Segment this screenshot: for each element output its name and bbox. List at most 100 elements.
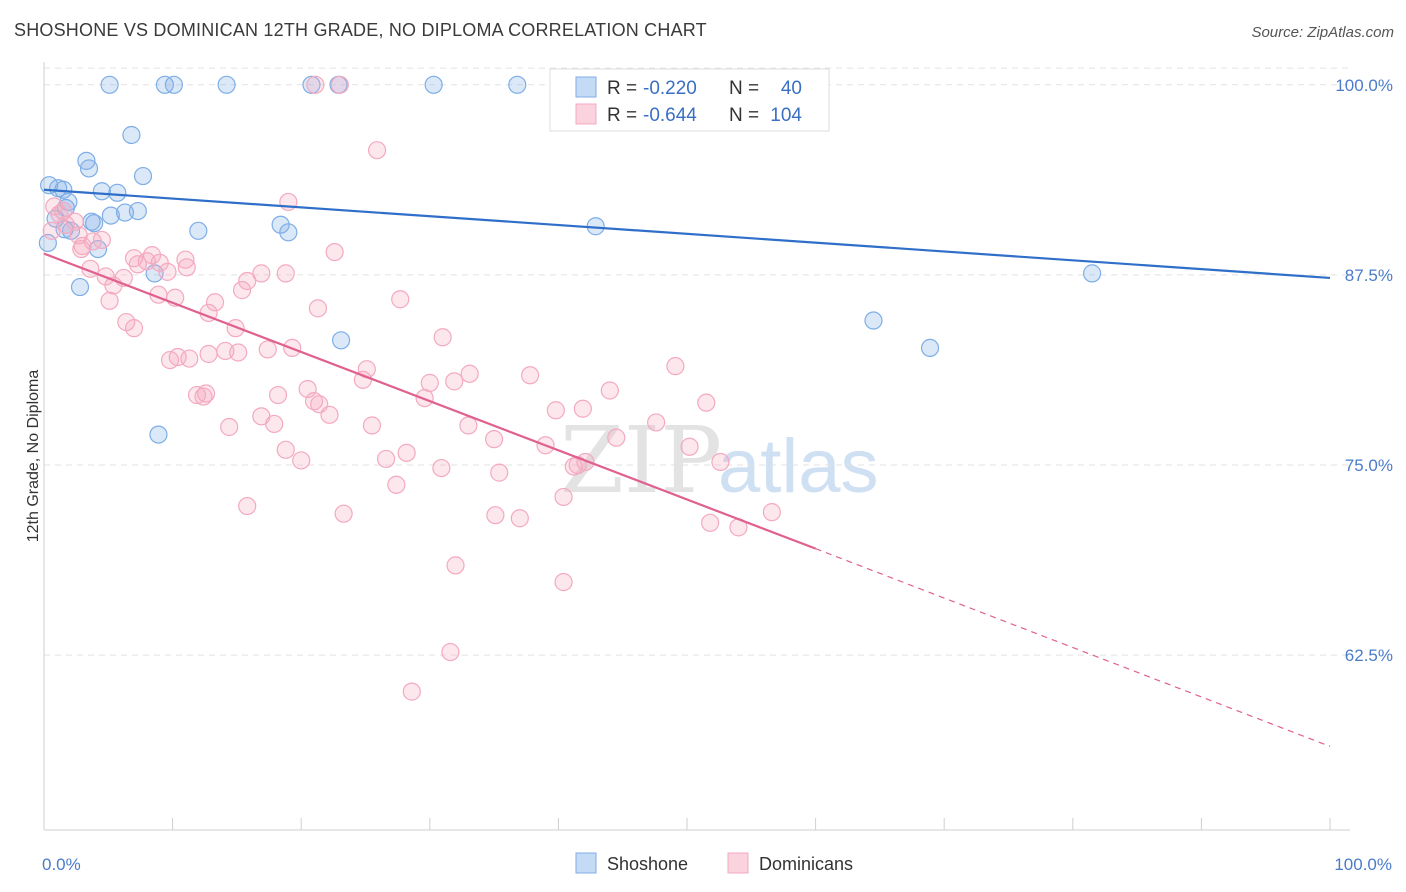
- dominicans-point: [304, 392, 324, 411]
- dominicans-point: [220, 417, 239, 437]
- shoshone-point: [279, 223, 298, 242]
- dominicans-point: [697, 393, 716, 412]
- dominicans-point: [176, 250, 195, 269]
- legend-n-value-dominicans: 104: [770, 105, 802, 126]
- bottom-legend-swatch-shoshone: [575, 852, 597, 874]
- dominicans-point: [510, 509, 529, 528]
- dominicans-point: [485, 430, 504, 449]
- dominicans-point: [306, 75, 325, 94]
- dominicans-point: [554, 487, 573, 507]
- shoshone-point: [164, 75, 183, 94]
- shoshone-point: [864, 311, 883, 330]
- dominicans-point: [180, 349, 199, 368]
- y-axis-label: 12th Grade, No Diploma: [25, 370, 42, 543]
- shoshone-point: [149, 425, 168, 444]
- x-tick-labels: 0.0% 100.0%: [42, 855, 1392, 874]
- shoshone-point: [508, 75, 527, 94]
- dominicans-point: [308, 299, 328, 318]
- dominicans-point: [199, 344, 218, 364]
- dominicans-point: [402, 682, 421, 701]
- dominicans-point: [420, 373, 439, 392]
- legend-r-label-shoshone: R =: [607, 78, 637, 99]
- legend-swatch-shoshone: [575, 76, 597, 98]
- dominicans-point: [325, 242, 344, 262]
- dominicans-point: [276, 264, 295, 283]
- dominicans-point: [265, 414, 284, 434]
- dominicans-point: [647, 413, 666, 432]
- legend-r-value-dominicans: -0.644: [643, 105, 697, 126]
- legend-n-label-shoshone: N =: [729, 78, 759, 99]
- legend-r-label-dominicans: R =: [607, 105, 637, 126]
- dominicans-point: [232, 281, 252, 300]
- dominicans-point: [196, 384, 216, 403]
- dominicans-point: [573, 399, 592, 418]
- legend-r-value-shoshone: -0.220: [643, 78, 697, 99]
- shoshone-point: [271, 215, 290, 234]
- y-tick-labels: 100.0% 87.5% 75.0% 62.5%: [1335, 76, 1393, 665]
- series-shoshone: [38, 75, 1102, 444]
- dominicans-point: [445, 372, 464, 391]
- dominicans-point: [158, 262, 177, 281]
- dominicans-point: [367, 141, 387, 160]
- dominicans-point: [229, 343, 248, 362]
- dominicans-point: [607, 428, 626, 447]
- shoshone-point: [122, 125, 141, 145]
- bottom-legend-label-shoshone: Shoshone: [607, 854, 688, 874]
- dominicans-point: [459, 416, 478, 435]
- shoshone-point: [331, 331, 351, 350]
- shoshone-trend-line: [43, 188, 1331, 280]
- chart-title: SHOSHONE VS DOMINICAN 12TH GRADE, NO DIP…: [14, 20, 707, 40]
- shoshone-point: [1082, 264, 1102, 283]
- dominicans-point: [194, 387, 213, 406]
- shoshone-point: [92, 182, 111, 201]
- dominicans-point: [376, 449, 396, 469]
- dominicans-trend-extension: [815, 548, 1331, 747]
- x-tick-label: 100.0%: [1334, 855, 1392, 874]
- dominicans-point: [711, 452, 730, 472]
- shoshone-point: [108, 183, 127, 202]
- legend-swatch-dominicans: [575, 103, 597, 125]
- dominicans-point: [320, 405, 339, 424]
- dominicans-point: [238, 271, 257, 291]
- dominicans-point: [92, 230, 111, 250]
- shoshone-point: [217, 75, 236, 94]
- dominicans-point: [433, 328, 452, 347]
- legend: R = -0.220 N = 40 R = -0.644 N = 104: [549, 68, 830, 132]
- dominicans-point: [42, 221, 61, 240]
- legend-n-value-shoshone: 40: [781, 78, 802, 99]
- dominicans-point: [600, 381, 619, 400]
- dominicans-point: [124, 319, 144, 338]
- dominicans-point: [486, 506, 505, 525]
- bottom-legend-swatch-dominicans: [727, 852, 749, 874]
- dominicans-point: [292, 451, 311, 470]
- dominicans-point: [150, 253, 169, 272]
- dominicans-point: [205, 293, 225, 312]
- dominicans-point: [330, 75, 349, 94]
- shoshone-point: [79, 159, 99, 178]
- shoshone-point: [101, 206, 120, 225]
- chart-source: Source: ZipAtlas.com: [1251, 24, 1394, 41]
- shoshone-point: [189, 221, 208, 240]
- dominicans-point: [268, 385, 288, 405]
- x-tick-label: 0.0%: [42, 855, 81, 874]
- dominicans-point: [100, 291, 119, 310]
- dominicans-point: [226, 319, 245, 338]
- bottom-legend: Shoshone Dominicans: [575, 852, 853, 874]
- dominicans-point: [177, 258, 196, 277]
- dominicans-point: [73, 236, 92, 256]
- legend-n-label-dominicans: N =: [729, 105, 759, 126]
- shoshone-point: [115, 203, 135, 222]
- dominicans-point: [387, 475, 406, 494]
- dominicans-point: [460, 364, 479, 383]
- bottom-legend-label-dominicans: Dominicans: [759, 854, 853, 874]
- y-tick-label: 87.5%: [1345, 266, 1393, 285]
- watermark-atlas: atlas: [718, 424, 879, 509]
- y-tick-label: 75.0%: [1345, 456, 1393, 475]
- shoshone-point: [70, 277, 90, 297]
- shoshone-point: [85, 214, 104, 233]
- dominicans-point: [666, 357, 685, 376]
- y-tick-label: 62.5%: [1345, 646, 1393, 665]
- shoshone-point: [100, 75, 119, 94]
- dominicans-point: [128, 255, 147, 274]
